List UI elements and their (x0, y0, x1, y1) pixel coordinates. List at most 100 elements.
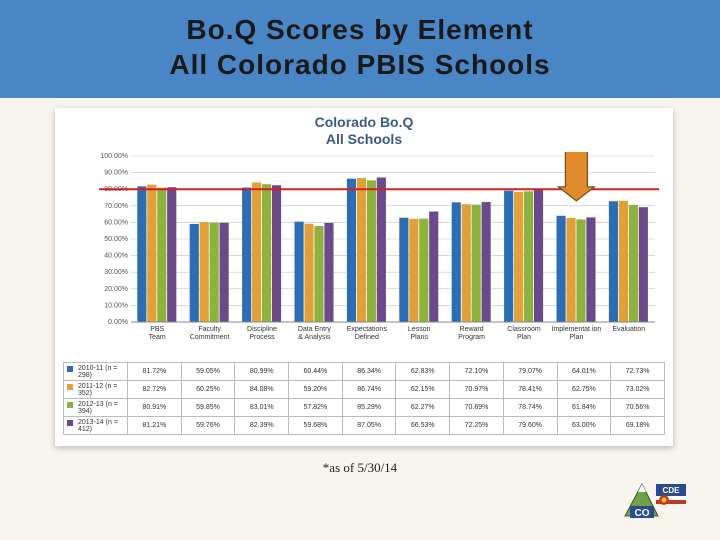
bar (324, 223, 333, 322)
footnote: *as of 5/30/14 (0, 460, 720, 476)
x-category-label: Evaluation (612, 326, 645, 333)
table-cell: 85.29% (342, 399, 396, 417)
series-label: 2013-14 (n = 412) (64, 417, 128, 435)
title-line-1: Bo.Q Scores by Element (186, 14, 533, 45)
x-category-label: Expectations (347, 326, 388, 333)
logo-cde-text: CDE (663, 486, 681, 495)
y-tick-label: 100.00% (100, 153, 128, 160)
x-category-label: PBS (150, 326, 164, 333)
bar (167, 187, 176, 322)
x-category-label: Classroom (507, 326, 541, 333)
bar (472, 205, 481, 322)
x-category-label: Commitment (190, 334, 230, 341)
bar (252, 182, 261, 322)
bar (534, 190, 543, 322)
legend-swatch (67, 366, 73, 372)
x-category-label: Implementat ion (551, 326, 601, 333)
bar (242, 188, 251, 322)
series-label-text: 2012-13 (n = 394) (78, 401, 118, 415)
series-label-text: 2011-12 (n = 352) (78, 383, 117, 397)
y-tick-label: 20.00% (104, 286, 128, 293)
table-cell: 80.91% (128, 399, 182, 417)
table-cell: 84.08% (235, 381, 289, 399)
bar (294, 222, 303, 322)
x-category-label: Reward (460, 326, 484, 333)
data-table: 2010-11 (n = 298)81.72%59.05%80.99%60.44… (63, 362, 665, 435)
bar (210, 223, 219, 322)
bar-chart: 0.00%10.00%20.00%30.00%40.00%50.00%60.00… (99, 152, 659, 350)
legend-swatch (67, 420, 73, 426)
table-cell: 72.73% (611, 363, 665, 381)
x-category-label: Lesson (408, 326, 431, 333)
x-category-label: Plans (410, 334, 428, 341)
bar (452, 202, 461, 322)
table-cell: 64.01% (557, 363, 611, 381)
table-cell: 59.05% (181, 363, 235, 381)
bar (514, 192, 523, 322)
y-tick-label: 40.00% (104, 253, 128, 260)
table-row: 2012-13 (n = 394)80.91%59.85%83.01%57.82… (64, 399, 665, 417)
table-cell: 62.75% (557, 381, 611, 399)
y-tick-label: 50.00% (104, 236, 128, 243)
bar (347, 179, 356, 322)
table-cell: 66.53% (396, 417, 450, 435)
bar (367, 180, 376, 322)
table-cell: 59.85% (181, 399, 235, 417)
table-cell: 60.44% (289, 363, 343, 381)
bar (314, 226, 323, 322)
table-row: 2013-14 (n = 412) 81.21%59.76%82.39%59.68… (64, 417, 665, 435)
table-cell: 79.07% (503, 363, 557, 381)
x-category-label: Discipline (247, 326, 277, 333)
bar (262, 184, 271, 322)
chart-title: Colorado Bo.Q All Schools (55, 108, 673, 148)
chart-title-line-2: All Schools (326, 131, 402, 147)
table-cell: 80.99% (235, 363, 289, 381)
y-tick-label: 60.00% (104, 219, 128, 226)
logo-co-text: CO (635, 508, 650, 519)
bar (556, 216, 565, 322)
bar (619, 201, 628, 322)
table-cell: 86.74% (342, 381, 396, 399)
table-cell: 59.68% (289, 417, 343, 435)
bar (462, 204, 471, 322)
table-cell: 70.69% (450, 399, 504, 417)
bar (409, 219, 418, 322)
series-label: 2010-11 (n = 298) (64, 363, 128, 381)
x-category-label: Team (149, 334, 166, 341)
table-cell: 81.21% (128, 417, 182, 435)
x-category-label: Plan (569, 334, 583, 341)
series-label-text: 2013-14 (n = 412) (78, 419, 118, 433)
bar (272, 185, 281, 322)
bar (504, 191, 513, 322)
bar (524, 191, 533, 322)
x-category-label: Data Entry (298, 326, 332, 333)
y-tick-label: 70.00% (104, 203, 128, 210)
table-cell: 82.72% (128, 381, 182, 399)
table-cell: 73.02% (611, 381, 665, 399)
legend-swatch (67, 384, 73, 390)
bar (190, 224, 199, 322)
series-label: 2011-12 (n = 352) (64, 381, 128, 399)
table-cell: 63.00% (557, 417, 611, 435)
bar (429, 212, 438, 322)
table-cell: 59.76% (181, 417, 235, 435)
bar (157, 188, 166, 322)
x-category-label: Faculty (198, 326, 221, 333)
bar (304, 224, 313, 322)
table-cell: 87.05% (342, 417, 396, 435)
y-tick-label: 30.00% (104, 269, 128, 276)
bar (137, 186, 146, 322)
series-label: 2012-13 (n = 394) (64, 399, 128, 417)
bar (586, 217, 595, 322)
bar (609, 201, 618, 322)
slide-title: Bo.Q Scores by Element All Colorado PBIS… (0, 12, 720, 82)
table-cell: 70.97% (450, 381, 504, 399)
x-category-label: Plan (517, 334, 531, 341)
table-cell: 83.01% (235, 399, 289, 417)
cde-co-logo: CO CDE (620, 476, 690, 522)
table-cell: 70.56% (611, 399, 665, 417)
table-cell: 82.39% (235, 417, 289, 435)
x-category-label: & Analysis (298, 334, 331, 341)
chart-title-line-1: Colorado Bo.Q (315, 114, 414, 130)
y-tick-label: 90.00% (104, 170, 128, 177)
